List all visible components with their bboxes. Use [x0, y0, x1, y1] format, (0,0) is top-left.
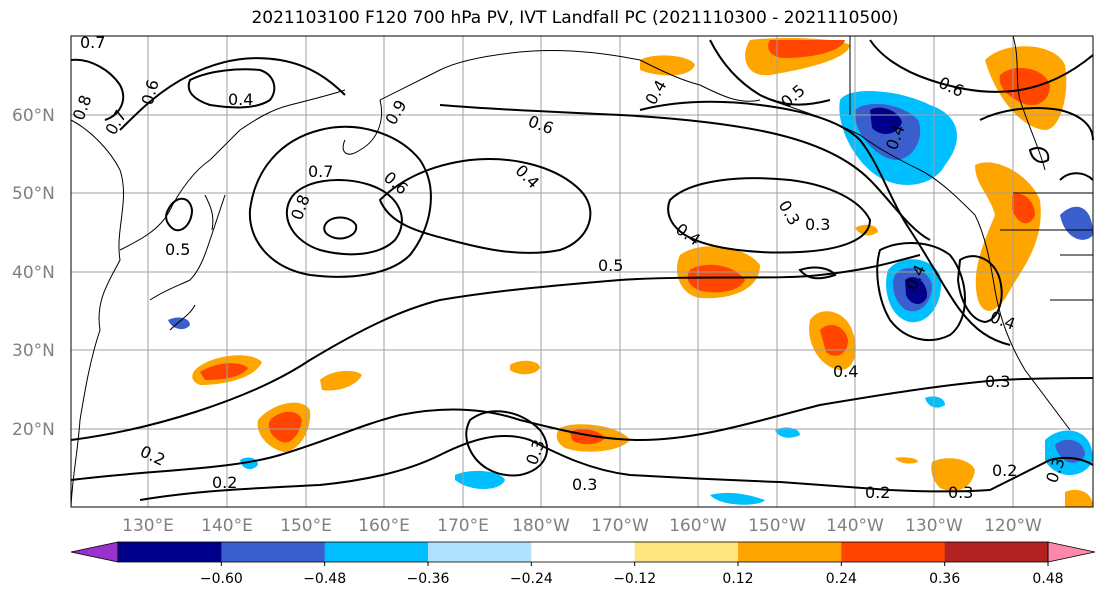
- colorbar-tick-label: 0.24: [826, 571, 857, 587]
- lon-label: 160°W: [669, 516, 727, 536]
- lat-label: 50°N: [12, 184, 55, 204]
- contour-label: 0.3: [805, 215, 830, 234]
- lon-label: 170°E: [437, 516, 489, 536]
- contour-label: 0.5: [165, 240, 190, 259]
- contour-lines: [70, 39, 1094, 501]
- colorbar-extend-high: [1047, 541, 1096, 563]
- lat-label: 40°N: [12, 263, 55, 283]
- map-title: 2021103100 F120 700 hPa PV, IVT Landfall…: [251, 8, 899, 28]
- colorbar-segment: [324, 542, 429, 562]
- colorbar-border: [117, 541, 1049, 563]
- lat-label: 20°N: [12, 420, 55, 440]
- lon-label: 120°W: [984, 516, 1042, 536]
- lon-label: 140°E: [201, 516, 253, 536]
- colorbar-segment: [944, 542, 1049, 562]
- colorbar-segment: [531, 542, 636, 562]
- colorbar-extend-low: [70, 541, 119, 563]
- lon-label: 150°W: [748, 516, 806, 536]
- lon-label: 130°E: [122, 516, 174, 536]
- colorbar-segment: [221, 542, 326, 562]
- map-frame: [70, 35, 1094, 508]
- contour-label: 0.2: [212, 473, 237, 492]
- lat-label: 60°N: [12, 106, 55, 126]
- colorbar-tick-label: −0.48: [303, 571, 346, 587]
- contour-label: 0.3: [985, 372, 1010, 391]
- colorbar-segment: [118, 542, 222, 562]
- longitude-labels: 130°E 140°E 150°E 160°E 170°E 180°W 170°…: [122, 516, 1042, 536]
- colorbar-segment: [738, 542, 842, 562]
- colorbar: −0.60 −0.48 −0.36 −0.24 −0.12 0.12 0.24 0.36 0.4…: [70, 541, 1096, 587]
- colorbar-tick-label: −0.36: [407, 571, 450, 587]
- lon-label: 130°W: [905, 516, 963, 536]
- contour-label: 0.2: [865, 483, 890, 502]
- colorbar-tick-label: −0.12: [613, 571, 656, 587]
- contour-label: 0.4: [228, 90, 253, 109]
- contour-label: 0.7: [308, 162, 333, 181]
- lon-label: 140°W: [826, 516, 884, 536]
- lat-label: 30°N: [12, 341, 55, 361]
- contour-label: 0.3: [572, 475, 597, 494]
- contour-label: 0.3: [948, 483, 973, 502]
- colorbar-tick-label: 0.48: [1032, 571, 1063, 587]
- colorbar-tick-label: 0.12: [722, 571, 753, 587]
- colorbar-tick-label: −0.60: [200, 571, 243, 587]
- lon-label: 170°W: [591, 516, 649, 536]
- colorbar-tick-label: 0.36: [929, 571, 960, 587]
- contour-label: 0.7: [80, 33, 105, 52]
- latitude-labels: 20°N 30°N 40°N 50°N 60°N: [12, 106, 55, 440]
- colorbar-segment: [428, 542, 532, 562]
- contour-label: 0.5: [598, 256, 623, 275]
- lon-label: 160°E: [358, 516, 410, 536]
- contour-label: 0.2: [992, 461, 1017, 480]
- lon-label: 180°W: [512, 516, 570, 536]
- lon-label: 150°E: [280, 516, 332, 536]
- contour-label: 0.4: [833, 362, 858, 381]
- colorbar-tick-label: −0.24: [510, 571, 553, 587]
- colorbar-segment: [841, 542, 946, 562]
- colorbar-segment: [634, 542, 739, 562]
